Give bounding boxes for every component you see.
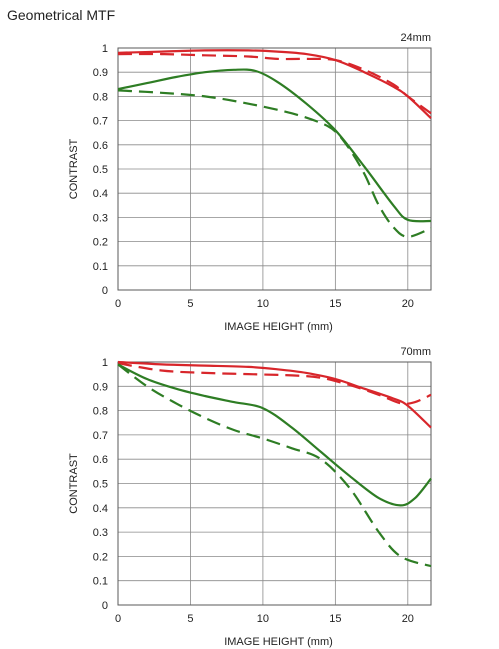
series-line-red-dashed	[117, 362, 432, 405]
page-title: Geometrical MTF	[7, 7, 116, 23]
y-tick-label: 0.5	[93, 164, 108, 176]
y-tick-label: 1	[102, 43, 108, 55]
x-tick-label: 5	[187, 298, 193, 310]
series-line-red-solid	[117, 49, 432, 119]
y-tick-label: 0.1	[93, 576, 108, 588]
x-tick-label: 15	[329, 613, 341, 625]
series-line-green-solid	[117, 363, 432, 507]
x-tick-label: 20	[402, 298, 414, 310]
y-tick-label: 0.9	[93, 67, 108, 79]
x-tick-label: 0	[115, 298, 121, 310]
x-tick-label: 0	[115, 613, 121, 625]
y-tick-label: 0.6	[93, 454, 108, 466]
y-tick-label: 0	[102, 600, 108, 612]
x-axis-title: IMAGE HEIGHT (mm)	[224, 636, 333, 648]
series-line-green-solid	[117, 68, 432, 223]
y-tick-label: 0.2	[93, 551, 108, 563]
y-tick-label: 0.3	[93, 527, 108, 539]
y-tick-label: 0.8	[93, 406, 108, 418]
y-tick-label: 0.6	[93, 140, 108, 152]
y-tick-label: 0	[102, 285, 108, 297]
plot-frame	[117, 47, 432, 291]
y-tick-label: 0.7	[93, 430, 108, 442]
y-tick-label: 0.4	[93, 503, 108, 515]
x-tick-label: 15	[329, 298, 341, 310]
series-line-green-dashed	[117, 363, 432, 568]
y-axis-title: CONTRAST	[68, 453, 80, 514]
series-line-green-dashed	[117, 89, 432, 238]
series-line-red-dashed	[117, 52, 432, 115]
y-tick-label: 0.2	[93, 237, 108, 249]
x-tick-label: 5	[187, 613, 193, 625]
x-tick-label: 20	[402, 613, 414, 625]
focal-length-label: 70mm	[400, 346, 431, 358]
y-tick-label: 0.7	[93, 116, 108, 128]
x-tick-label: 10	[257, 298, 269, 310]
y-tick-label: 1	[102, 357, 108, 369]
plot-frame	[117, 361, 432, 606]
y-tick-label: 0.1	[93, 261, 108, 273]
y-tick-label: 0.8	[93, 91, 108, 103]
series-line-red-solid	[117, 360, 432, 429]
x-tick-label: 10	[257, 613, 269, 625]
y-axis-title: CONTRAST	[68, 138, 80, 199]
y-tick-label: 0.5	[93, 479, 108, 491]
x-axis-title: IMAGE HEIGHT (mm)	[224, 321, 333, 333]
y-tick-label: 0.9	[93, 381, 108, 393]
y-tick-label: 0.4	[93, 188, 108, 200]
y-tick-label: 0.3	[93, 212, 108, 224]
focal-length-label: 24mm	[400, 32, 431, 44]
